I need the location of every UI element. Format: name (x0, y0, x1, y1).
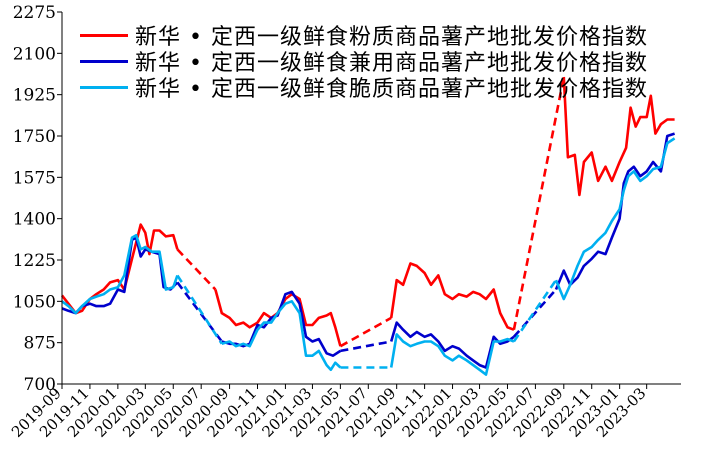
series-line-3 (221, 299, 342, 372)
series-line-1-dashed (512, 76, 566, 330)
legend-label: 新华 • 定西一级鲜食粉质商品薯产地批发价格指数 (135, 25, 648, 50)
series-lines (60, 76, 676, 376)
chart-axes (61, 12, 681, 385)
series-line-3-dashed (176, 274, 223, 345)
series-line-3 (61, 233, 179, 315)
series-line-3 (554, 137, 676, 301)
legend-label: 新华 • 定西一级鲜食兼用商品薯产地批发价格指数 (135, 51, 648, 76)
y-tick-label: 875 (24, 334, 56, 354)
y-tick-label: 1400 (13, 210, 56, 230)
legend-item: 新华 • 定西一级鲜食脆质商品薯产地批发价格指数 (80, 74, 648, 102)
y-tick-label: 1925 (13, 86, 56, 106)
legend-item: 新华 • 定西一级鲜食兼用商品薯产地批发价格指数 (80, 48, 648, 76)
series-line-1 (214, 289, 342, 347)
series-line-3 (389, 333, 515, 376)
series-line-2 (61, 236, 179, 315)
legend-swatch-cyan (80, 85, 128, 89)
series-line-2-dashed (340, 340, 392, 353)
series-line-2-dashed (512, 288, 557, 338)
x-axis-ticks: 2019-092019-112020-012020-032020-052020-… (8, 384, 650, 441)
legend-swatch-red (80, 33, 128, 37)
legend-item: 新华 • 定西一级鲜食粉质商品薯产地批发价格指数 (80, 22, 648, 50)
series-line-1-dashed (339, 316, 392, 348)
series-line-1 (389, 262, 515, 331)
y-tick-label: 2100 (13, 44, 56, 64)
y-axis-ticks: 700 875 1050 1225 1400 1575 1750 1925 2100 2275 (13, 3, 62, 395)
series-line-1-dashed (176, 248, 217, 291)
y-tick-label: 1750 (13, 127, 56, 147)
series-line-2 (554, 132, 676, 290)
legend-label: 新华 • 定西一级鲜食脆质商品薯产地批发价格指数 (135, 77, 648, 102)
legend: 新华 • 定西一级鲜食粉质商品薯产地批发价格指数 新华 • 定西一级鲜食兼用商品… (80, 22, 648, 102)
y-tick-label: 700 (24, 375, 56, 395)
series-line-2 (389, 321, 515, 369)
y-tick-label: 2275 (13, 3, 56, 23)
series-line-2 (221, 290, 342, 358)
legend-swatch-blue (80, 59, 128, 63)
y-tick-label: 1050 (13, 292, 56, 312)
y-tick-label: 1575 (13, 168, 56, 188)
series-line-1 (562, 76, 675, 197)
y-tick-label: 1225 (13, 251, 56, 271)
series-line-3-dashed (512, 279, 558, 343)
